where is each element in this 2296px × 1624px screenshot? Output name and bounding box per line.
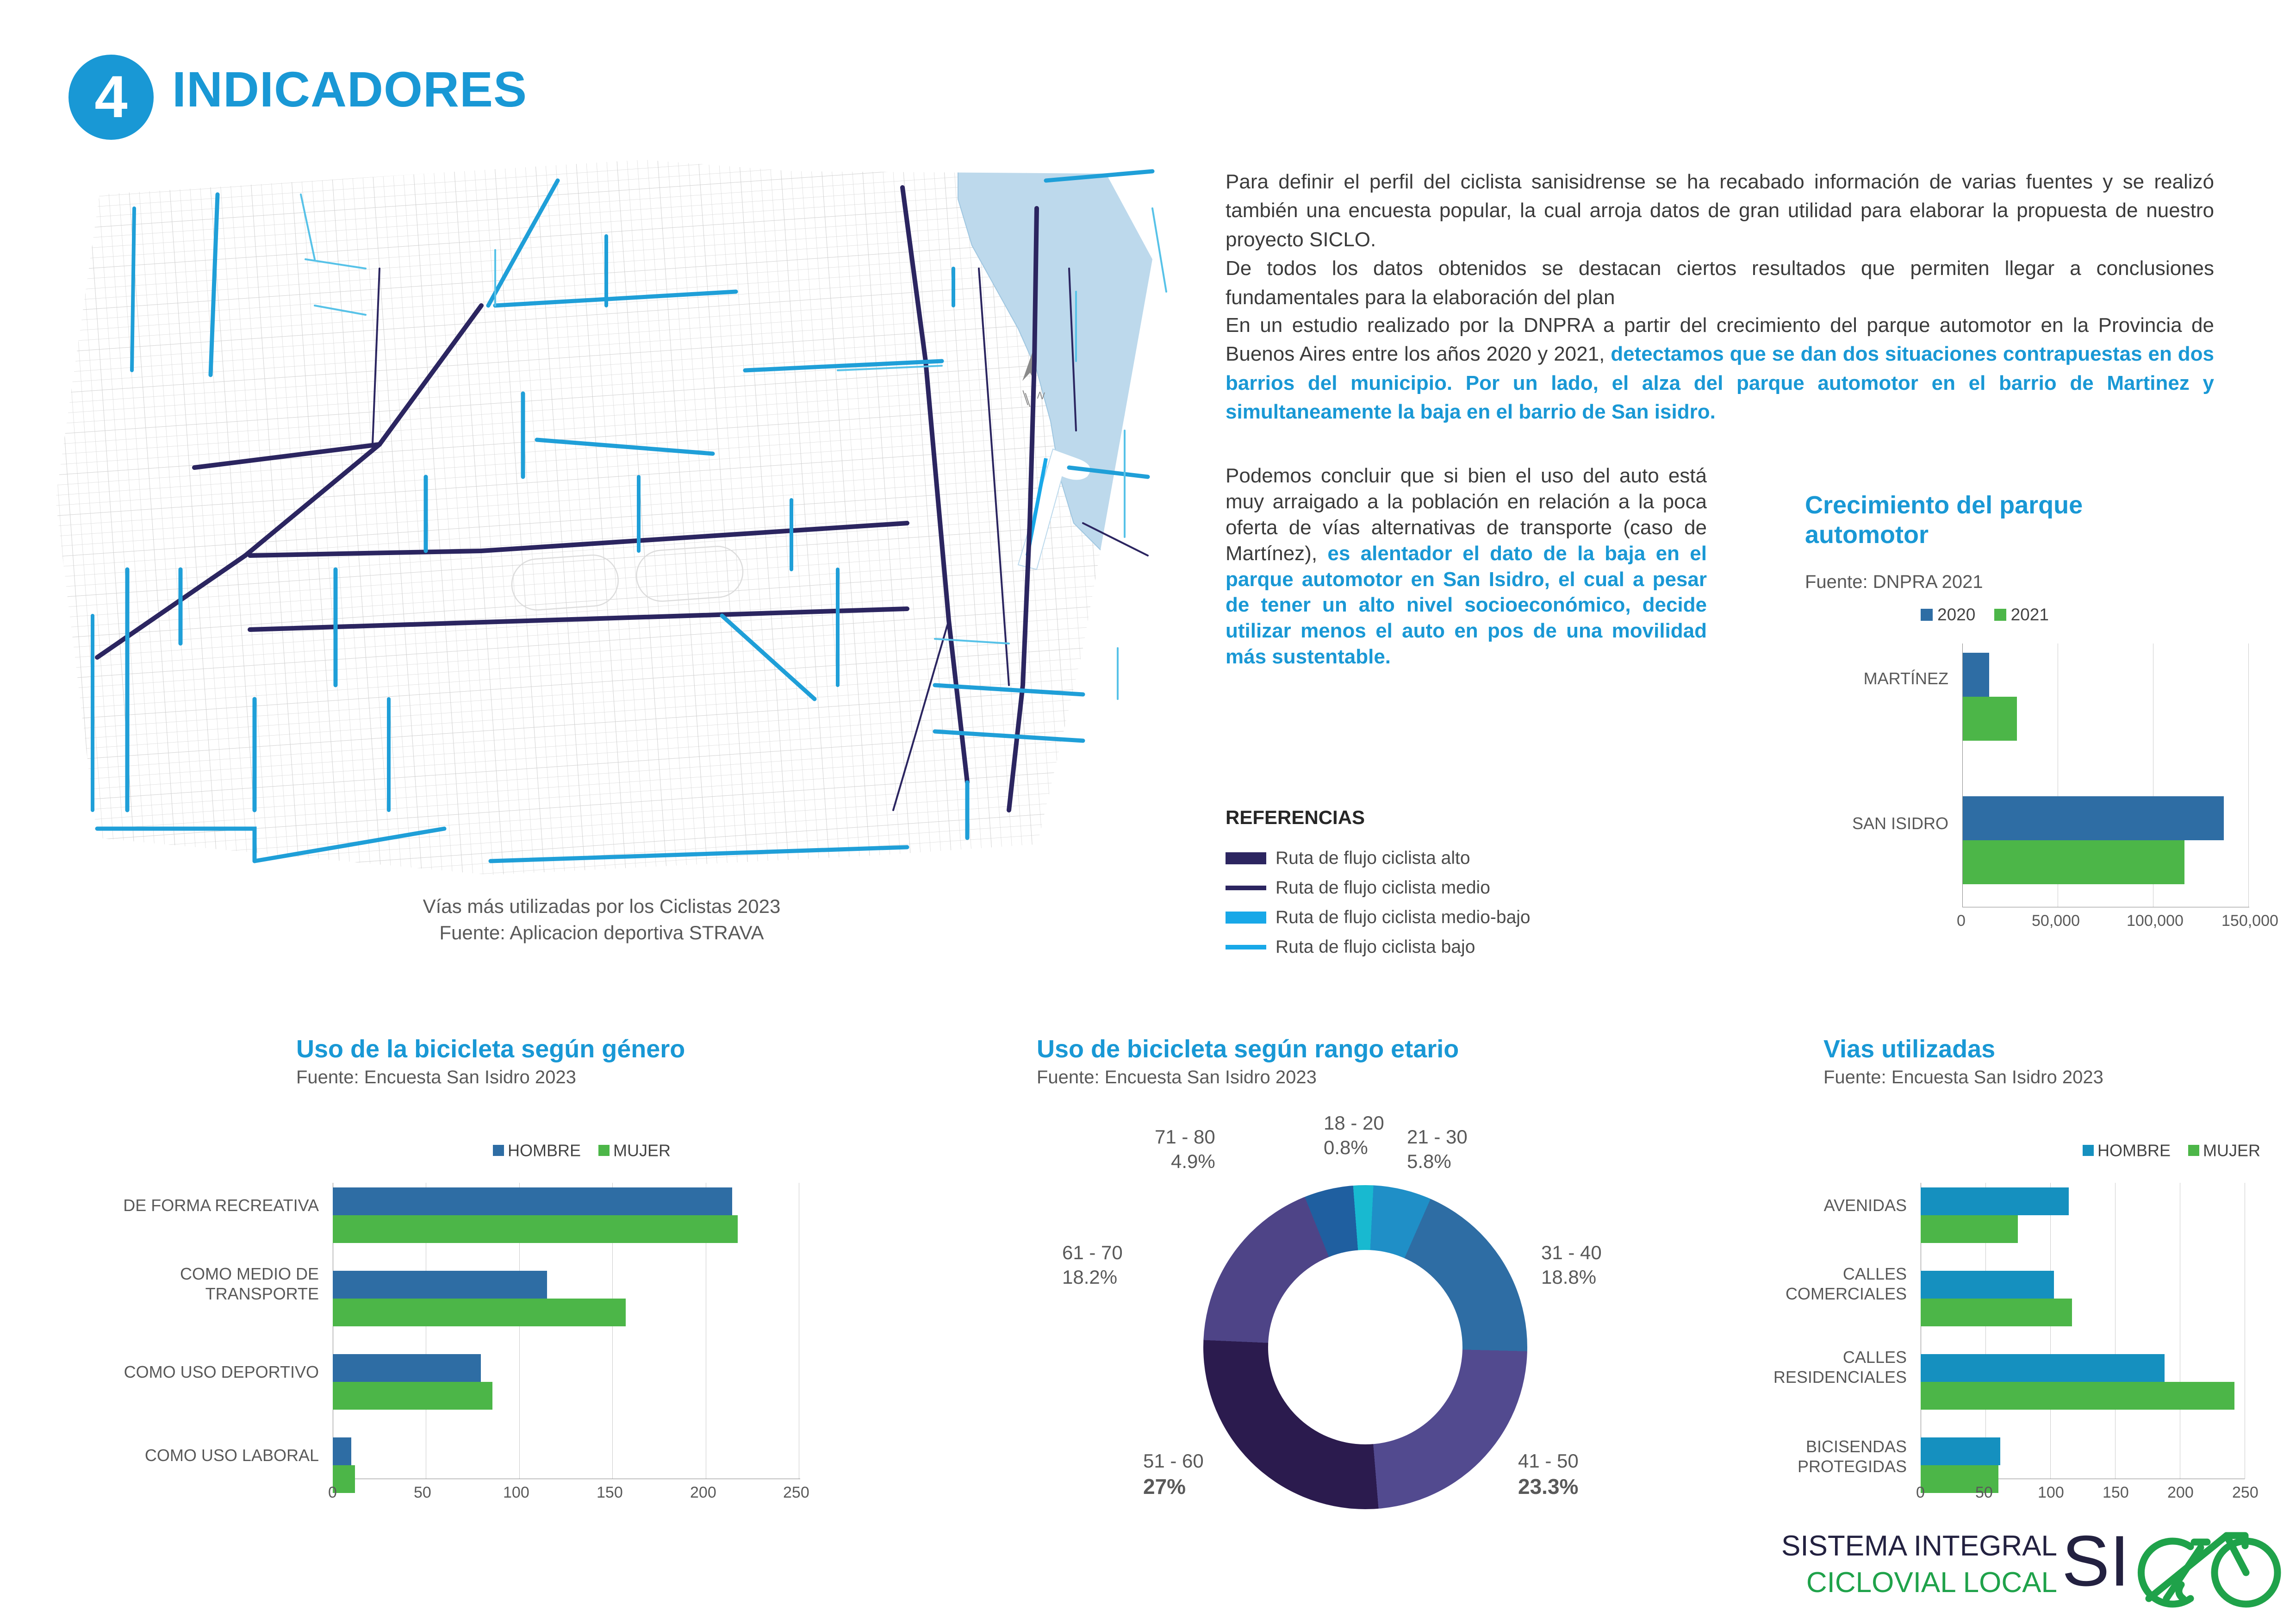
svg-text:SI: SI [2062, 1521, 2129, 1601]
